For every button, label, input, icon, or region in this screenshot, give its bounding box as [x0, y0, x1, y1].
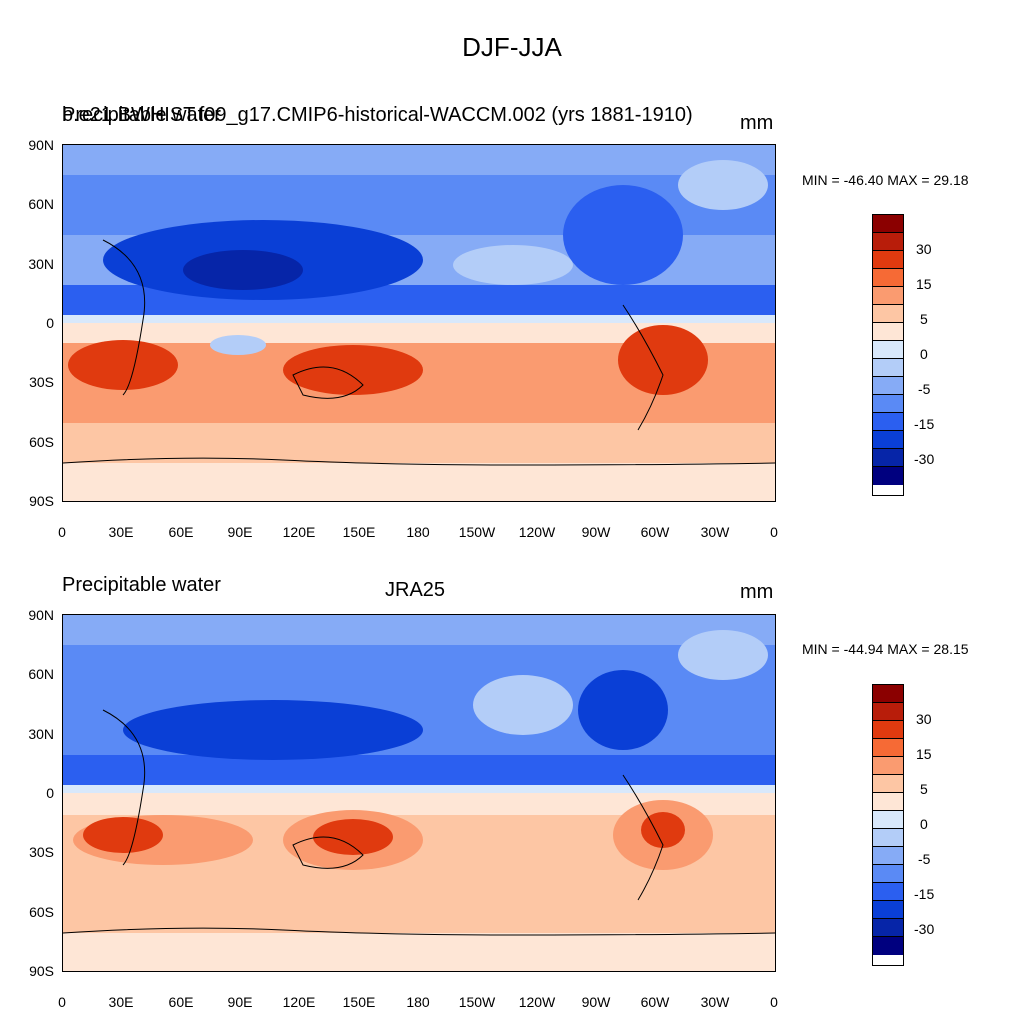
lat-tick: 30S: [29, 844, 54, 860]
panel-units-label: mm: [740, 112, 774, 134]
colorbar-swatch: [873, 703, 903, 721]
colorbar-swatch: [873, 395, 903, 413]
colorbar-swatch: [873, 287, 903, 305]
lon-tick: 30W: [700, 524, 730, 540]
lat-tick: 90N: [28, 137, 54, 153]
lon-tick: 0: [58, 524, 66, 540]
colorbar-swatch: [873, 305, 903, 323]
colorbar-swatch: [873, 431, 903, 449]
colorbar: [872, 684, 904, 966]
colorbar-swatch: [873, 937, 903, 955]
lon-tick: 150E: [342, 524, 376, 540]
panel-center-label: JRA25: [385, 579, 446, 601]
colorbar-swatch: [873, 413, 903, 431]
colorbar-swatch: [873, 215, 903, 233]
colorbar: [872, 214, 904, 496]
lon-tick: 30E: [108, 994, 134, 1010]
colorbar-label: -5: [918, 851, 931, 867]
colorbar-label: 5: [920, 311, 928, 327]
colorbar-swatch: [873, 811, 903, 829]
panel-left-label: Precipitable water: [62, 104, 221, 126]
lon-tick: 120E: [282, 524, 316, 540]
lat-tick: 90S: [29, 963, 54, 979]
colorbar-swatch: [873, 901, 903, 919]
colorbar-swatch: [873, 865, 903, 883]
lat-tick: 90S: [29, 493, 54, 509]
colorbar-label: 30: [916, 241, 932, 257]
lon-tick: 60E: [168, 524, 194, 540]
lat-tick: 0: [46, 785, 54, 801]
lat-tick: 60S: [29, 904, 54, 920]
colorbar-swatch: [873, 685, 903, 703]
colorbar-label: -15: [914, 416, 935, 432]
contour-field-svg: [63, 615, 775, 971]
colorbar-swatch: [873, 919, 903, 937]
figure-title: DJF-JJA: [462, 32, 562, 62]
panel-units-label: mm: [740, 581, 774, 603]
colorbar-swatch: [873, 377, 903, 395]
lon-tick: 60W: [640, 994, 670, 1010]
min-max-readout: MIN = -46.40 MAX = 29.18: [802, 172, 969, 188]
colorbar-swatch: [873, 739, 903, 757]
colorbar-label: 0: [920, 346, 928, 362]
colorbar-swatch: [873, 883, 903, 901]
contour-map: [62, 144, 776, 502]
colorbar-swatch: [873, 757, 903, 775]
colorbar-swatch: [873, 829, 903, 847]
colorbar-swatch: [873, 847, 903, 865]
colorbar-swatch: [873, 793, 903, 811]
lon-tick: 180: [406, 524, 430, 540]
lat-tick: 30N: [28, 256, 54, 272]
lat-tick: 0: [46, 315, 54, 331]
contour-field-svg: [63, 145, 775, 501]
lon-tick: 180: [406, 994, 430, 1010]
lon-tick: 120W: [518, 994, 556, 1010]
colorbar-label: 0: [920, 816, 928, 832]
colorbar-swatch: [873, 251, 903, 269]
colorbar-swatch: [873, 359, 903, 377]
colorbar-swatch: [873, 341, 903, 359]
colorbar-swatch: [873, 449, 903, 467]
lon-tick: 150W: [458, 994, 496, 1010]
colorbar-swatch: [873, 269, 903, 287]
colorbar-label: -5: [918, 381, 931, 397]
contour-map: [62, 614, 776, 972]
lon-tick: 90E: [227, 524, 253, 540]
colorbar-label: -30: [914, 921, 935, 937]
lon-tick: 60W: [640, 524, 670, 540]
colorbar-swatch: [873, 721, 903, 739]
colorbar-label: -15: [914, 886, 935, 902]
lon-tick: 0: [58, 994, 66, 1010]
colorbar-swatch: [873, 775, 903, 793]
colorbar-swatch: [873, 323, 903, 341]
lon-tick: 30E: [108, 524, 134, 540]
panel-center-label: b.e21.BWHIST.f09_g17.CMIP6-historical-WA…: [62, 104, 693, 126]
lon-tick: 150E: [342, 994, 376, 1010]
min-max-readout: MIN = -44.94 MAX = 28.15: [802, 641, 969, 657]
lon-tick: 30W: [700, 994, 730, 1010]
lon-tick: 60E: [168, 994, 194, 1010]
lat-tick: 60S: [29, 434, 54, 450]
lon-tick: 90W: [581, 994, 611, 1010]
colorbar-label: 15: [916, 746, 932, 762]
lat-tick: 90N: [28, 607, 54, 623]
lat-tick: 30S: [29, 374, 54, 390]
lon-tick: 0: [770, 994, 778, 1010]
lat-tick: 60N: [28, 666, 54, 682]
lon-tick: 150W: [458, 524, 496, 540]
colorbar-label: 15: [916, 276, 932, 292]
lon-tick: 0: [770, 524, 778, 540]
colorbar-swatch: [873, 467, 903, 485]
panel-left-label: Precipitable water: [62, 574, 221, 596]
lon-tick: 120W: [518, 524, 556, 540]
lat-tick: 30N: [28, 726, 54, 742]
colorbar-label: -30: [914, 451, 935, 467]
lon-tick: 120E: [282, 994, 316, 1010]
colorbar-swatch: [873, 233, 903, 251]
colorbar-label: 30: [916, 711, 932, 727]
colorbar-label: 5: [920, 781, 928, 797]
lon-tick: 90W: [581, 524, 611, 540]
lat-tick: 60N: [28, 196, 54, 212]
lon-tick: 90E: [227, 994, 253, 1010]
